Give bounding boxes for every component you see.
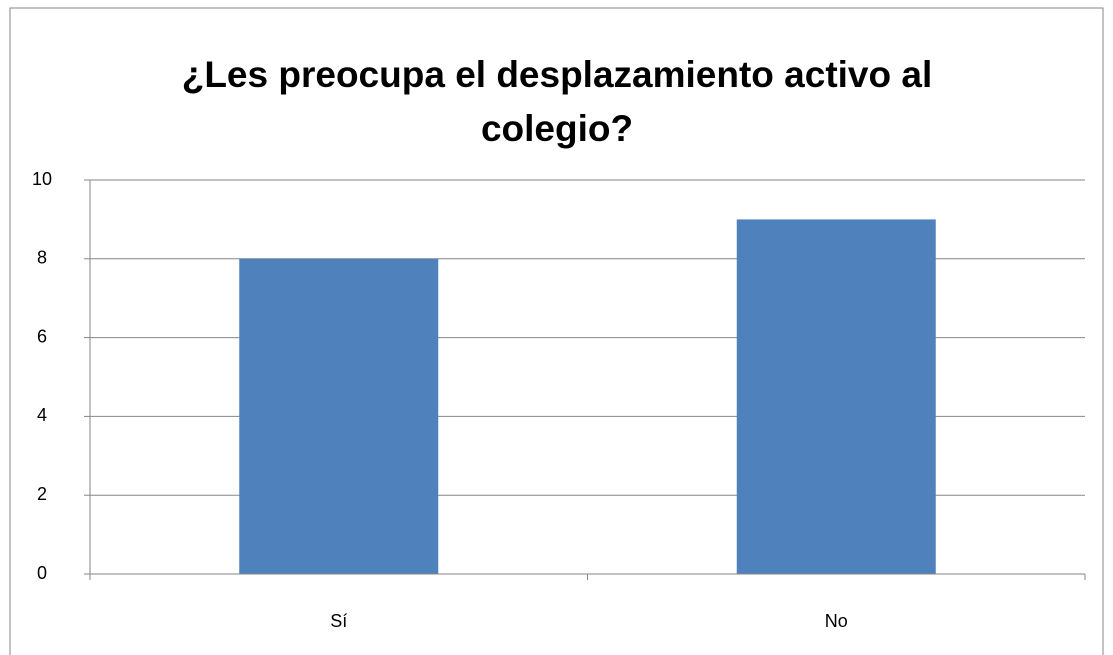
- x-tick-label: Sí: [330, 611, 347, 631]
- bar: [736, 219, 936, 574]
- y-tick-label: 6: [37, 326, 47, 346]
- y-tick-label: 10: [32, 169, 52, 189]
- chart-title: ¿Les preocupa el desplazamiento activo a…: [181, 54, 933, 149]
- y-tick-label: 2: [37, 484, 47, 504]
- y-tick-label: 0: [37, 563, 47, 583]
- x-tick-label: No: [825, 611, 848, 631]
- bar: [239, 258, 439, 574]
- y-tick-label: 4: [37, 405, 47, 425]
- chart-frame: [9, 7, 1104, 655]
- y-tick-label: 8: [37, 248, 47, 268]
